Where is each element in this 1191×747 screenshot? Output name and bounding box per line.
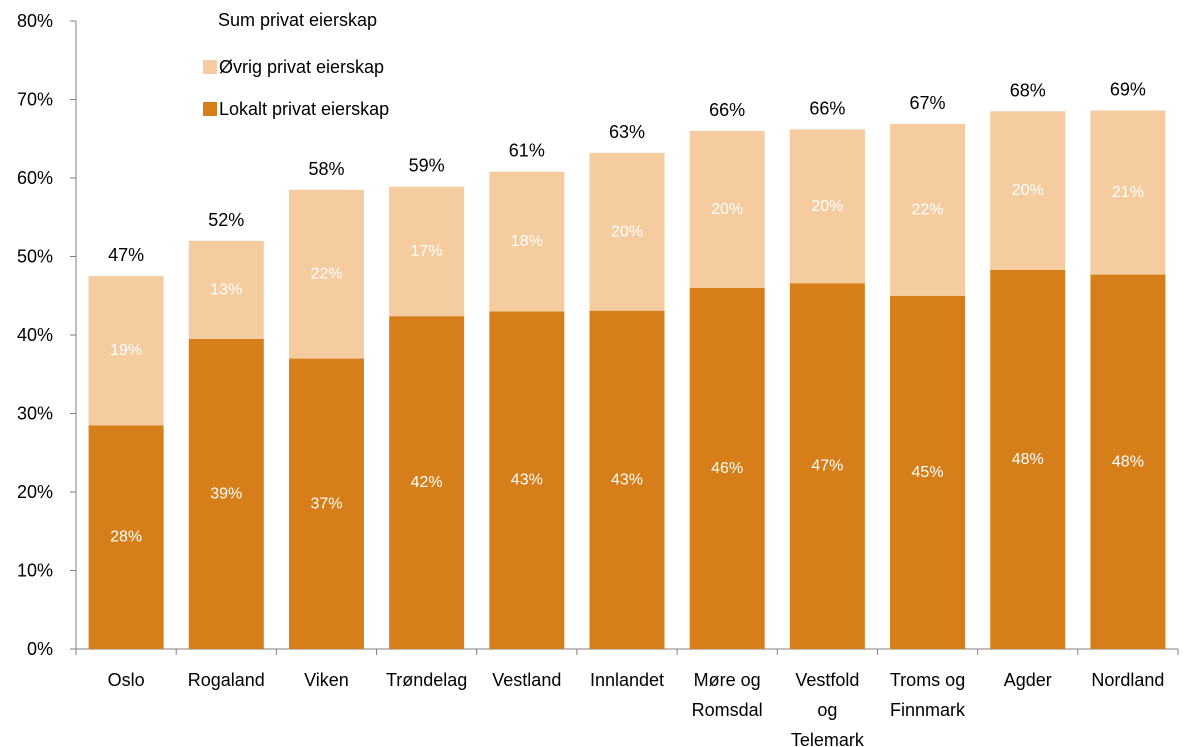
segment-data-label: 47% bbox=[811, 458, 843, 475]
segment-data-label: 17% bbox=[411, 243, 443, 260]
bar-segment bbox=[489, 171, 565, 312]
legend-swatch bbox=[203, 102, 217, 116]
bar-segment bbox=[689, 130, 765, 288]
total-data-label: 69% bbox=[1110, 79, 1146, 99]
y-tick-label: 50% bbox=[17, 247, 53, 267]
segment-data-label: 20% bbox=[611, 223, 643, 240]
x-tick-label: Vestland bbox=[492, 670, 561, 690]
x-tick-label: Innlandet bbox=[590, 670, 664, 690]
bar-segment bbox=[389, 186, 465, 317]
segment-data-label: 21% bbox=[1112, 184, 1144, 201]
segment-data-label: 37% bbox=[310, 495, 342, 512]
x-tick-label: Telemark bbox=[791, 730, 865, 747]
bar-segment bbox=[789, 283, 865, 649]
y-tick-label: 10% bbox=[17, 561, 53, 581]
bar-segment bbox=[288, 189, 364, 359]
bar-segment bbox=[990, 111, 1066, 270]
segment-data-label: 20% bbox=[1012, 182, 1044, 199]
segment-data-label: 42% bbox=[411, 474, 443, 491]
x-tick-label: Viken bbox=[304, 670, 349, 690]
total-data-label: 59% bbox=[409, 156, 445, 176]
segment-data-label: 19% bbox=[110, 342, 142, 359]
bar-segment bbox=[188, 338, 264, 649]
segment-data-label: 43% bbox=[611, 471, 643, 488]
total-data-label: 63% bbox=[609, 122, 645, 142]
x-tick-label: Nordland bbox=[1091, 670, 1164, 690]
total-data-label: 58% bbox=[308, 159, 344, 179]
bars bbox=[88, 110, 1166, 649]
x-tick-label: Møre og bbox=[694, 670, 761, 690]
x-tick-label: Romsdal bbox=[692, 700, 763, 720]
y-tick-label: 40% bbox=[17, 325, 53, 345]
segment-data-label: 46% bbox=[711, 460, 743, 477]
bar-segment bbox=[1090, 110, 1166, 275]
x-tick-label: Trøndelag bbox=[386, 670, 467, 690]
bar-segment bbox=[689, 287, 765, 649]
segment-data-label: 28% bbox=[110, 529, 142, 546]
legend-label-total: Sum privat eierskap bbox=[218, 10, 377, 30]
data-labels: 28% 19% 47% 39% 13% 52% 37% 22% 58% 42% 17% 59% 43% 1… bbox=[108, 79, 1146, 545]
bar-segment bbox=[288, 358, 364, 649]
segment-data-label: 45% bbox=[912, 464, 944, 481]
segment-data-label: 48% bbox=[1112, 453, 1144, 470]
total-data-label: 47% bbox=[108, 245, 144, 265]
bar-segment bbox=[489, 311, 565, 649]
segment-data-label: 13% bbox=[210, 281, 242, 298]
x-tick-label: Troms og bbox=[890, 670, 965, 690]
legend: Sum privat eierskap Øvrig privat eierskap… bbox=[203, 10, 389, 119]
y-tick-label: 30% bbox=[17, 404, 53, 424]
bar-segment bbox=[88, 276, 164, 426]
total-data-label: 68% bbox=[1010, 80, 1046, 100]
axes: 0% 10% 20% 30% 40% 50% 60% 70% 80% Oslo Rogaland Vi… bbox=[17, 11, 1179, 747]
bar-segment bbox=[890, 123, 966, 296]
bar-segment bbox=[589, 310, 665, 649]
x-tick-label: Finnmark bbox=[890, 700, 966, 720]
total-data-label: 66% bbox=[709, 100, 745, 120]
y-tick-label: 60% bbox=[17, 168, 53, 188]
bar-segment bbox=[789, 129, 865, 284]
segment-data-label: 22% bbox=[310, 266, 342, 283]
total-data-label: 66% bbox=[809, 98, 845, 118]
segment-data-label: 20% bbox=[811, 198, 843, 215]
y-tick-label: 0% bbox=[27, 639, 53, 659]
legend-label: Øvrig privat eierskap bbox=[219, 57, 384, 77]
bar-segment bbox=[88, 425, 164, 649]
legend-swatch bbox=[203, 60, 217, 74]
bar-segment bbox=[990, 269, 1066, 649]
bar-segment bbox=[389, 316, 465, 649]
segment-data-label: 48% bbox=[1012, 451, 1044, 468]
y-tick-label: 20% bbox=[17, 482, 53, 502]
bar-segment bbox=[589, 152, 665, 311]
x-tick-label: Oslo bbox=[108, 670, 145, 690]
x-tick-label: Agder bbox=[1004, 670, 1052, 690]
segment-data-label: 18% bbox=[511, 233, 543, 250]
total-data-label: 61% bbox=[509, 141, 545, 161]
bar-segment bbox=[188, 240, 264, 339]
legend-label: Lokalt privat eierskap bbox=[219, 99, 389, 119]
segment-data-label: 22% bbox=[912, 201, 944, 218]
bar-segment bbox=[1090, 274, 1166, 649]
segment-data-label: 43% bbox=[511, 472, 543, 489]
total-data-label: 67% bbox=[910, 93, 946, 113]
segment-data-label: 20% bbox=[711, 201, 743, 218]
total-data-label: 52% bbox=[208, 210, 244, 230]
segment-data-label: 39% bbox=[210, 485, 242, 502]
x-tick-label: og bbox=[817, 700, 837, 720]
x-tick-label: Rogaland bbox=[188, 670, 265, 690]
bar-segment bbox=[890, 295, 966, 649]
y-tick-label: 80% bbox=[17, 11, 53, 31]
y-tick-label: 70% bbox=[17, 90, 53, 110]
x-tick-label: Vestfold bbox=[795, 670, 859, 690]
